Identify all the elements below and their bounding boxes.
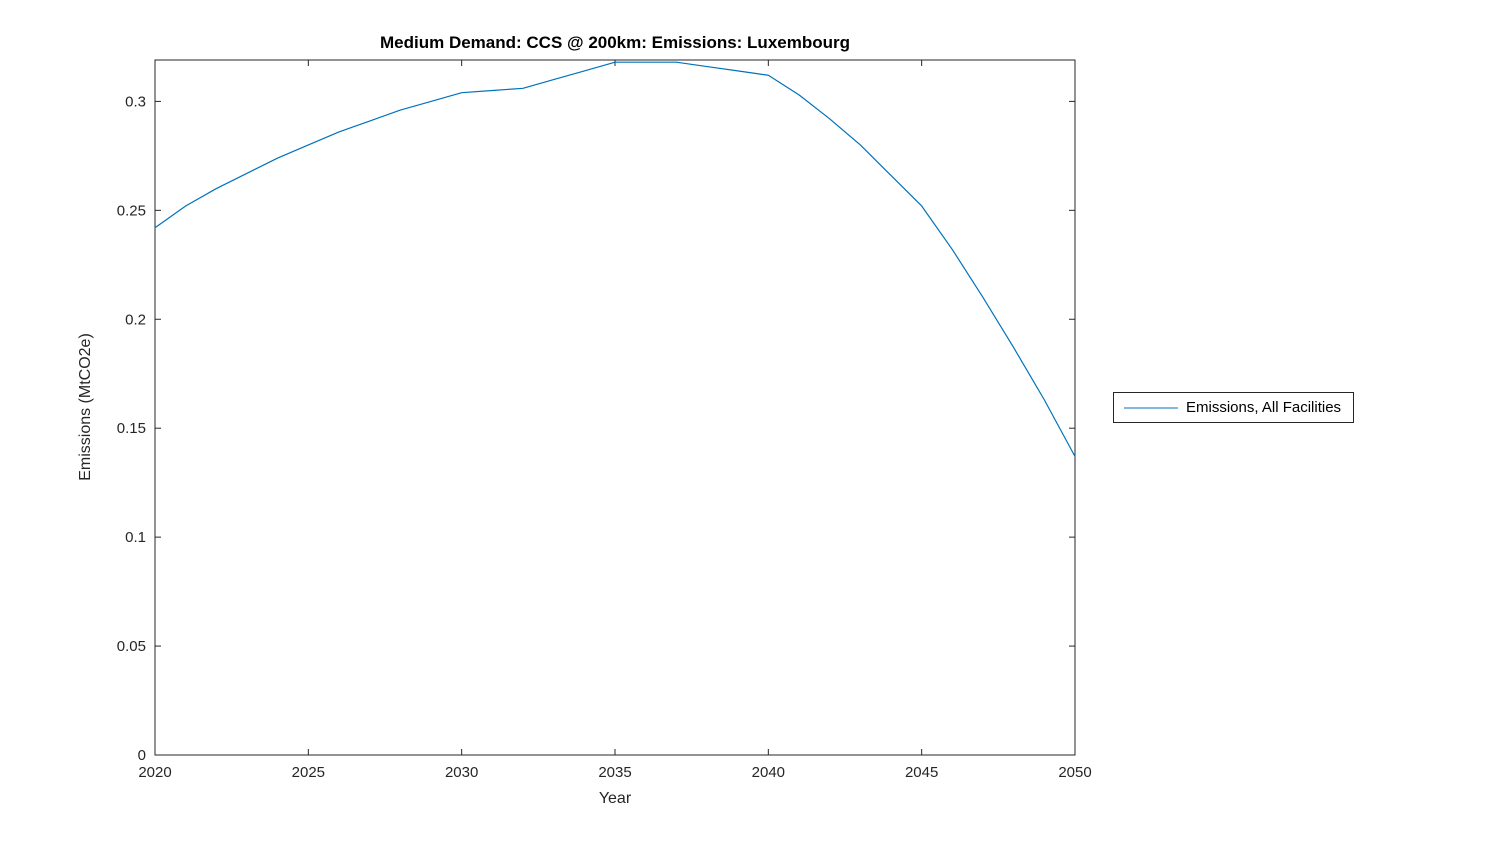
svg-text:2050: 2050 (1058, 764, 1091, 781)
legend-label: Emissions, All Facilities (1186, 399, 1342, 416)
svg-text:0.3: 0.3 (125, 93, 146, 110)
svg-text:2040: 2040 (752, 764, 785, 781)
legend-line-sample (1124, 407, 1178, 408)
x-axis-label: Year (598, 790, 632, 807)
svg-text:0.1: 0.1 (125, 529, 146, 546)
svg-text:0: 0 (138, 747, 146, 764)
svg-text:2035: 2035 (598, 764, 631, 781)
svg-text:0.15: 0.15 (117, 420, 146, 437)
svg-text:2030: 2030 (445, 764, 478, 781)
svg-text:0.25: 0.25 (117, 202, 146, 219)
svg-text:0.2: 0.2 (125, 311, 146, 328)
y-axis-label: Emissions (MtCO2e) (77, 333, 94, 481)
svg-text:2045: 2045 (905, 764, 938, 781)
chart-title: Medium Demand: CCS @ 200km: Emissions: L… (380, 33, 850, 52)
svg-text:2020: 2020 (138, 764, 171, 781)
svg-text:0.05: 0.05 (117, 638, 146, 655)
svg-text:2025: 2025 (292, 764, 325, 781)
legend-box: Emissions, All Facilities (1113, 392, 1355, 423)
